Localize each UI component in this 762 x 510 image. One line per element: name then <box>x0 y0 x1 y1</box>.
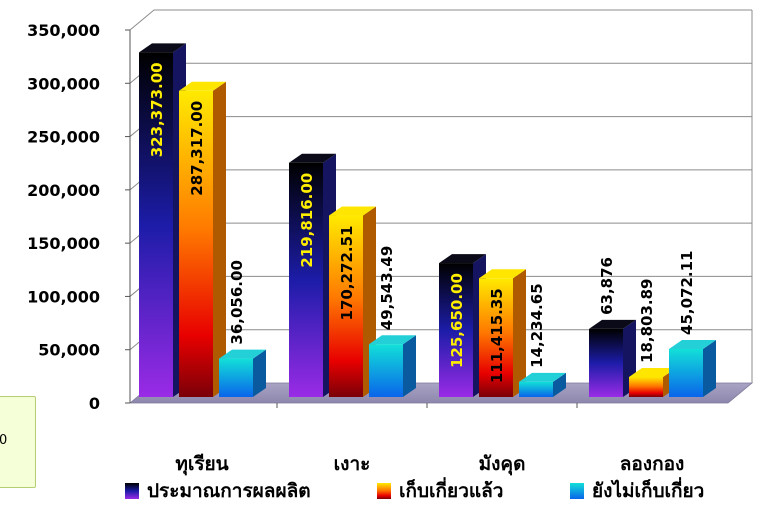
data-label: 323,373.00 <box>148 62 166 157</box>
side-note-text: 0 <box>0 433 8 448</box>
x-tick-label: เงาะ <box>334 453 371 475</box>
data-label: 14,234.65 <box>528 283 546 367</box>
y-tick-label: 100,000 <box>27 287 100 306</box>
bar <box>369 335 416 397</box>
data-label: 219,816.00 <box>298 173 316 268</box>
bar <box>219 349 266 397</box>
y-tick-label: 50,000 <box>38 341 100 360</box>
legend-swatch <box>377 483 391 499</box>
plot-back-wall <box>130 10 752 403</box>
bar <box>589 319 636 397</box>
bar <box>179 81 226 397</box>
y-tick-label: 300,000 <box>27 74 100 93</box>
gridline <box>129 9 752 31</box>
bar <box>329 206 376 397</box>
x-tick-label: มังคุด <box>479 453 526 476</box>
x-tick-label: ลองกอง <box>620 453 685 475</box>
data-label: 18,803.89 <box>638 278 656 362</box>
data-label: 170,272.51 <box>338 226 356 321</box>
data-label: 49,543.49 <box>378 246 396 330</box>
legend-swatch <box>570 483 584 499</box>
bar <box>669 339 716 397</box>
side-note-box: 0 <box>0 396 36 488</box>
data-label: 287,317.00 <box>188 101 206 196</box>
legend-label: ยังไม่เก็บเกี่ยว <box>592 477 704 502</box>
y-tick-label: 250,000 <box>27 128 100 147</box>
data-label: 36,056.00 <box>228 260 246 344</box>
bar <box>479 269 526 397</box>
bar <box>629 367 676 397</box>
y-tick-label: 0 <box>89 394 100 413</box>
legend-label: เก็บเกี่ยวแล้ว <box>399 477 503 502</box>
legend-label: ประมาณการผลผลิต <box>147 480 311 502</box>
data-label: 125,650.00 <box>448 273 466 368</box>
data-label: 111,415.35 <box>488 288 506 383</box>
y-tick-label: 150,000 <box>27 234 100 253</box>
bar <box>519 372 566 397</box>
y-tick-label: 350,000 <box>27 21 100 40</box>
x-tick-label: ทุเรียน <box>175 453 228 476</box>
y-tick-label: 200,000 <box>27 181 100 200</box>
data-label: 63,876 <box>598 257 616 315</box>
data-label: 45,072.11 <box>678 250 696 334</box>
legend-swatch <box>125 483 139 499</box>
